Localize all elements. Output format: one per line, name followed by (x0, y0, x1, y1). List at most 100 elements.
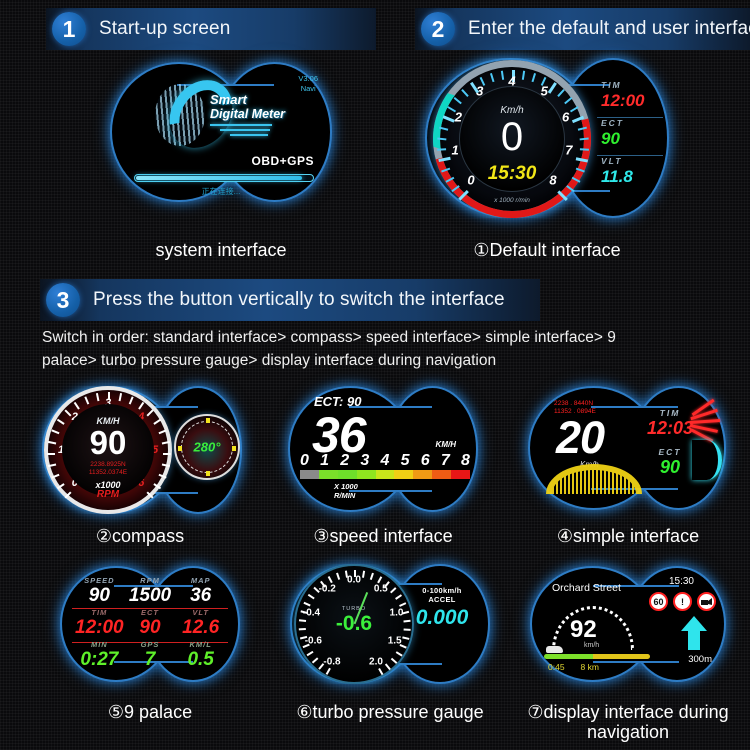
scale-number: 6 (420, 452, 430, 469)
distance-remaining-value: 8 km (580, 662, 599, 672)
ect-label: ECT (658, 447, 682, 457)
accel-label-line-1: 0-100km/h (422, 586, 462, 595)
clock-value: 15:30 (487, 163, 537, 184)
rpm-unit-label: X 1000 R/MIN (334, 482, 358, 500)
palace-cell: SPEED 90 (74, 576, 125, 608)
brand-line-1: Smart (210, 92, 247, 107)
dial-inner (459, 86, 565, 192)
loading-progress-bar (134, 174, 314, 182)
connection-type-label: OBD+GPS (251, 154, 314, 168)
speed-limit-icon: 60 (649, 592, 668, 611)
turbo-device: -0.8-0.6-0.4-0.20.00.51.01.52.0 TURBO -0… (290, 564, 490, 684)
palace-cell: TIM 12:00 (74, 608, 125, 640)
palace-cell-label: RPM (140, 576, 160, 585)
side-readout-panel: TIM 12:00 ECT 90 VLT 11.8 (597, 80, 663, 196)
speed-arc-gauge (546, 464, 642, 494)
palace-cell-value: 1500 (128, 585, 172, 606)
dial-number: 6 (138, 477, 145, 490)
caption-9-palace: ⑤9 palace (107, 702, 193, 722)
dial-number: 4 (508, 73, 516, 89)
route-stats: 0:45 8 km (548, 662, 599, 672)
palace-grid: SPEED 90 RPM 1500 MAP 36 TIM 12:00 ECT 90 VLT 12.6 M… (74, 576, 226, 672)
cyan-arc-indicator (692, 440, 722, 480)
dial-number: -0.8 (323, 656, 341, 668)
ect-label: ECT: 90 (314, 394, 362, 409)
readout-label: ECT (601, 118, 624, 128)
version-number: V3.06 (298, 74, 318, 83)
brand-logo-text: Smart Digital Meter (210, 92, 285, 122)
caption-simple-interface: ④simple interface (556, 526, 700, 546)
palace-cell-label: ECT (140, 608, 159, 617)
dial-number: -0.4 (302, 607, 321, 619)
speed-unit-label: KM/H (96, 416, 120, 426)
rpm-multiplier-label: x1000 (95, 480, 121, 490)
gps-latitude: 2238 . 8440N (554, 400, 594, 407)
dial-core (62, 404, 154, 496)
readout-row-tim: TIM 12:00 (597, 80, 663, 118)
readout-row-ect: ECT 90 (597, 118, 663, 156)
navigation-screen: Orchard Street 15:30 60 ! 92 km/h 0:45 8… (530, 566, 726, 682)
palace-cell: GPS 7 (125, 640, 176, 672)
switch-order-text: Switch in order: standard interface> com… (42, 329, 616, 369)
rpm-unit-line-2: R/MIN (334, 491, 356, 500)
scale-number: 3 (360, 452, 370, 469)
car-icon (546, 646, 563, 653)
palace-cell-value: 0.5 (187, 649, 214, 670)
scale-number: 1 (320, 452, 330, 469)
dial-number: 6 (561, 109, 570, 125)
dial-number: 1 (451, 142, 459, 158)
scale-number: 8 (461, 452, 470, 469)
brand-line-2: Digital Meter (210, 107, 286, 121)
warning-icon: ! (673, 592, 692, 611)
dial-number: 7 (565, 142, 573, 158)
palace-cell-value: 12:00 (75, 617, 124, 638)
section-number-1: 1 (52, 12, 86, 46)
rpm-unit-label: x 1000 r/min (494, 197, 530, 204)
palace-cell-value: 90 (88, 585, 110, 606)
palace-cell-label: MAP (190, 576, 211, 585)
section-header-2: 2 Enter the default and user interface (415, 8, 750, 50)
caption-system-interface: system interface (155, 240, 287, 260)
speed-streaks-icon (210, 124, 276, 138)
section-title-1: Start-up screen (99, 18, 231, 39)
scale-number: 5 (400, 452, 410, 469)
section-title-2: Enter the default and user interface (468, 18, 750, 39)
scale-number: 4 (380, 452, 390, 469)
ect-value: 90 (659, 457, 681, 477)
dial-number: 1 (57, 444, 65, 456)
dial-number: 1.5 (387, 635, 402, 647)
simple-screen: 2238 . 8440N 11352 . 0894E 20 Km/h TIM 1… (528, 386, 726, 510)
palace-cell-label: SPEED (84, 576, 115, 585)
speed-value: 0 (500, 115, 524, 159)
palace-cell: VLT 12.6 (175, 608, 226, 640)
dial-number: 3 (476, 83, 484, 99)
road-sign-group: 60 ! (649, 592, 716, 611)
dial-number: 0 (467, 172, 475, 188)
speed-unit-label: KM/H (435, 440, 456, 449)
dial-number: 5 (540, 83, 548, 99)
version-block: V3.06 Navi (298, 74, 318, 94)
gps-longitude: 11352 . 0894E (554, 408, 596, 415)
dial-number: 3 (104, 397, 112, 409)
dial-number: 2.0 (369, 656, 383, 668)
tyre-logo-icon (155, 84, 205, 146)
simple-device: 2238 . 8440N 11352 . 0894E 20 Km/h TIM 1… (528, 386, 726, 510)
palace-cell-label: TIM (91, 608, 108, 617)
rpm-unit-line-1: X 1000 (334, 482, 358, 491)
palace-cell: MAP 36 (175, 576, 226, 608)
version-suffix: Navi (300, 84, 316, 93)
dial-number: 4 (138, 410, 145, 423)
speed-value: 90 (89, 424, 127, 461)
gps-coordinates: 2238.8925N 11352.0374E (89, 461, 127, 477)
section-number-3: 3 (46, 283, 80, 317)
dial-number: 0 (71, 477, 78, 490)
turbo-label: TURBO (341, 606, 367, 612)
caption-compass: ②compass (95, 526, 185, 546)
palace-cell-label: KM/L (189, 640, 212, 649)
